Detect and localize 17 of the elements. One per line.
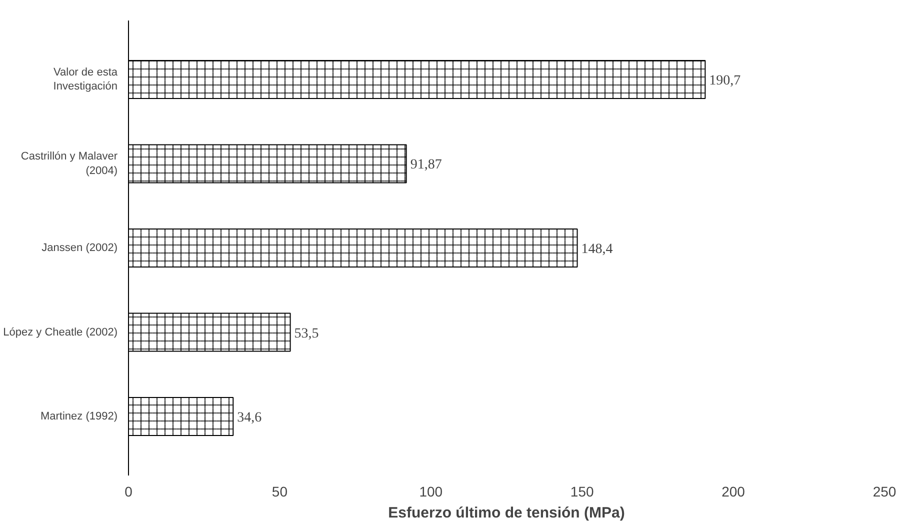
x-tick-label: 100 [419, 484, 443, 500]
data-label: 148,4 [581, 242, 613, 257]
x-tick-label: 150 [570, 484, 594, 500]
y-tick-label: López y Cheatle (2002) [3, 326, 118, 338]
x-tick-label: 200 [722, 484, 746, 500]
data-label: 34,6 [237, 410, 262, 426]
y-tick-label: Martinez (1992) [40, 410, 118, 423]
data-label: 91,87 [410, 158, 442, 173]
data-label: 190,7 [709, 73, 741, 88]
y-tick-label: Janssen (2002) [42, 242, 118, 254]
x-tick-label: 0 [124, 484, 133, 500]
data-label: 53,5 [294, 326, 319, 342]
y-tick-label: Castrillón y Malaver (2004) [20, 150, 118, 177]
y-tick-label: Valor de esta Investigación [53, 66, 118, 93]
x-axis-title: Esfuerzo último de tensión (MPa) [388, 504, 625, 522]
x-tick-label: 50 [272, 484, 288, 500]
x-tick-label: 250 [872, 484, 896, 500]
